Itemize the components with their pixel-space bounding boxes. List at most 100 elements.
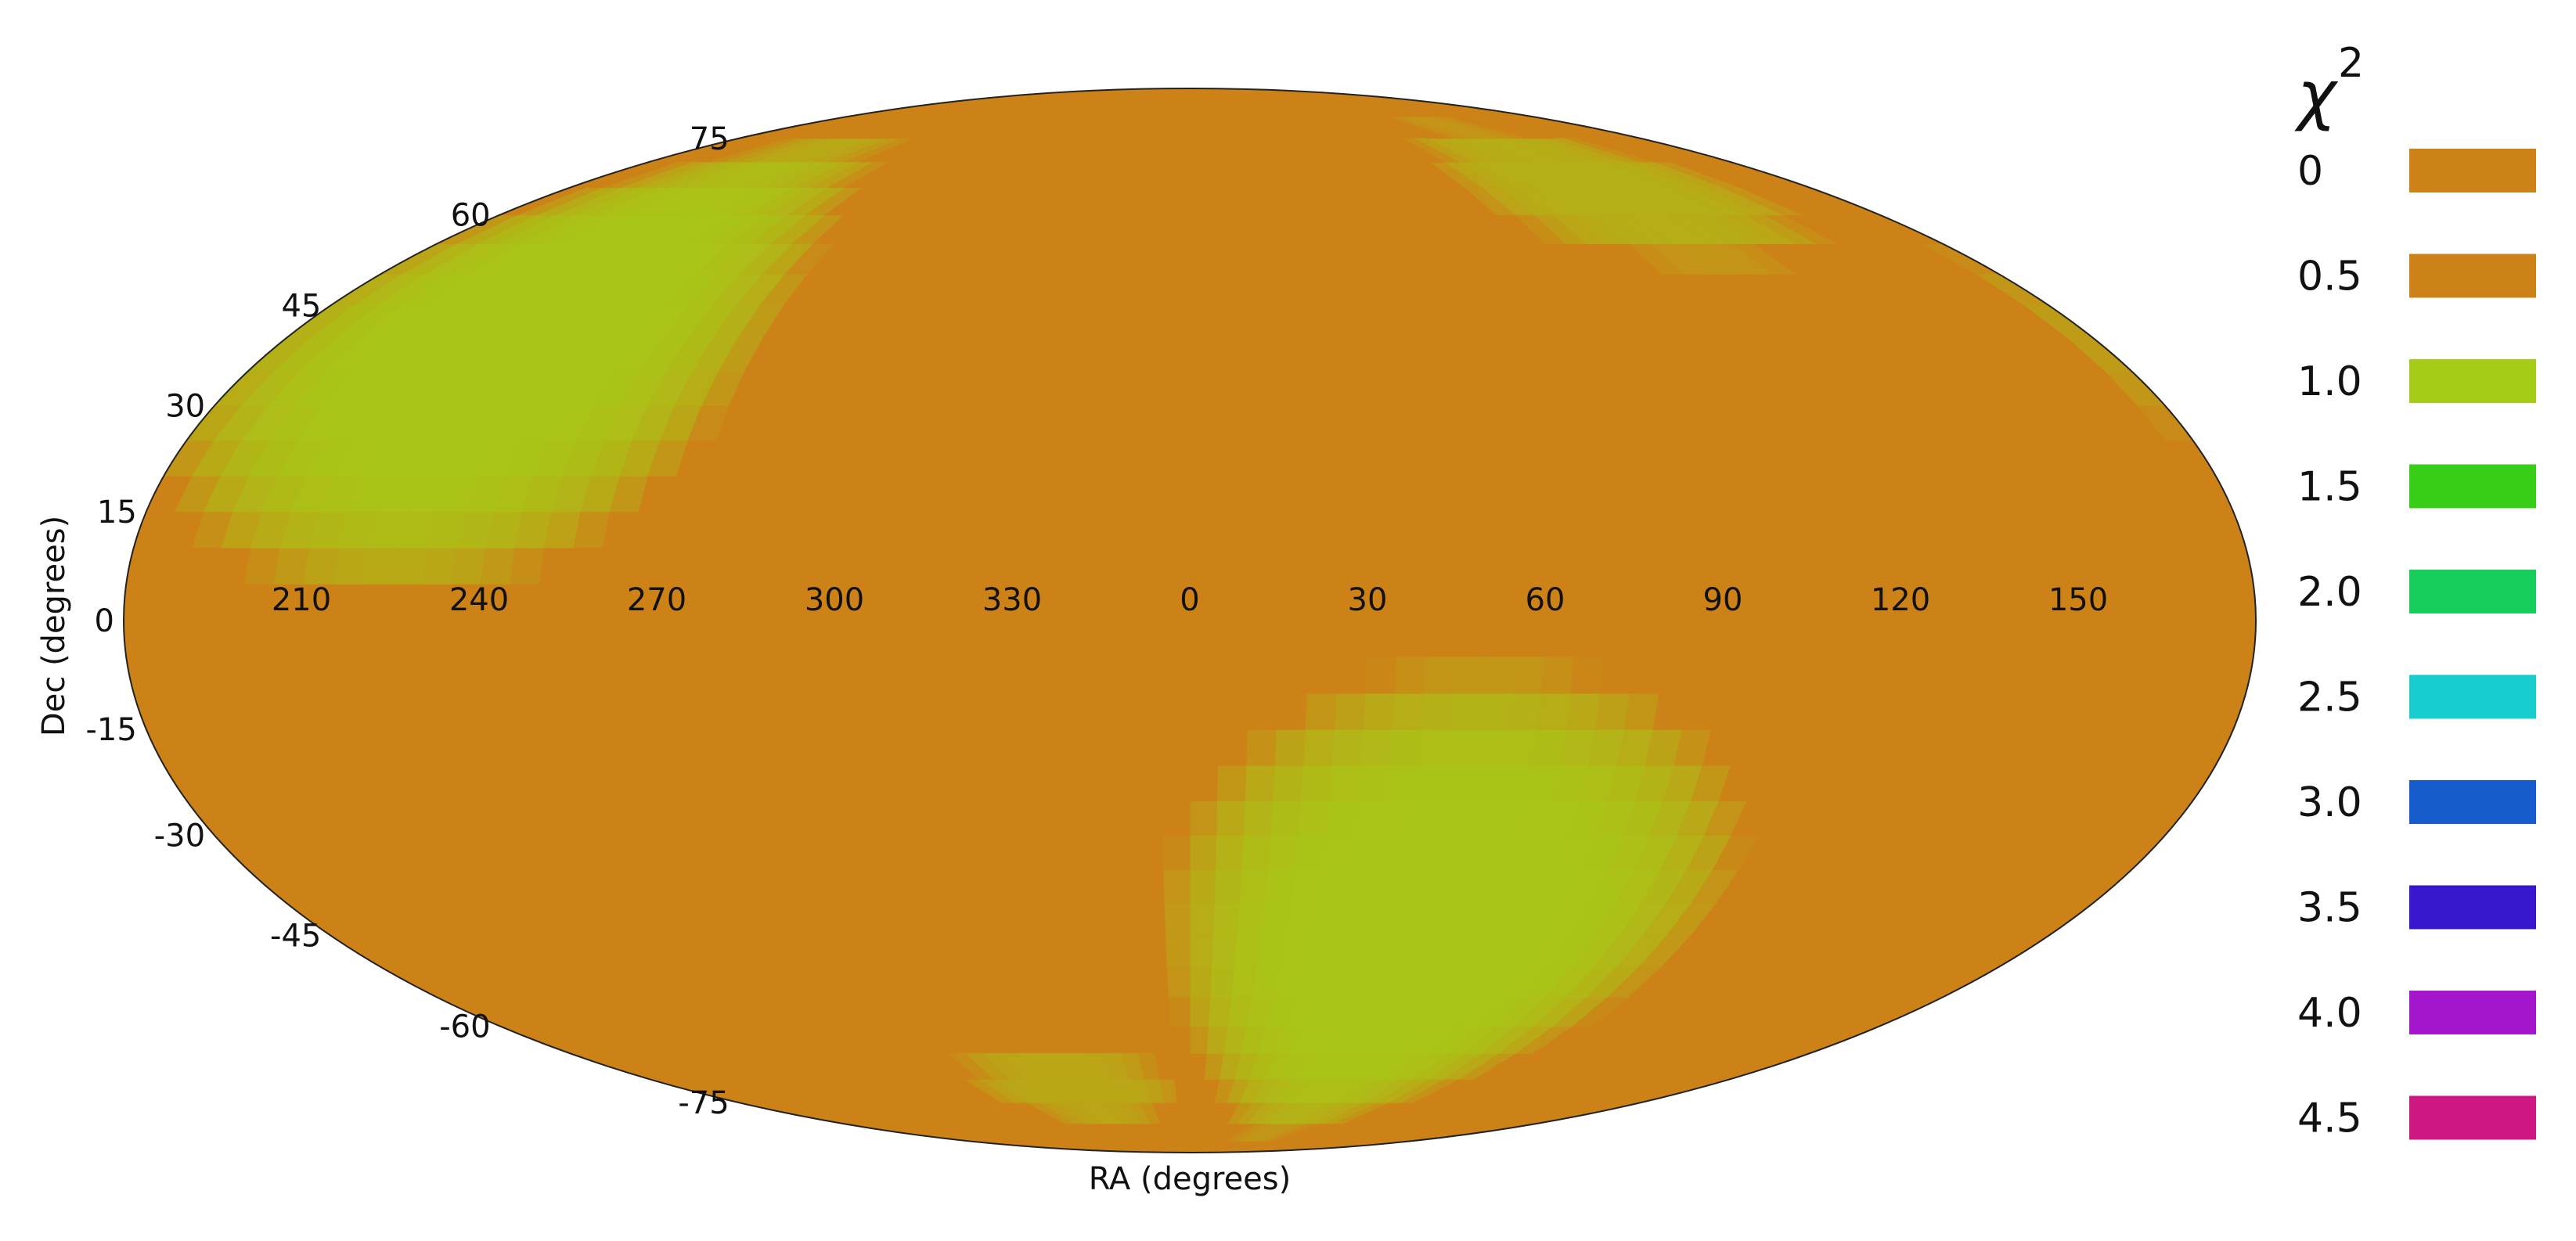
heatmap-cell [1294, 835, 1326, 870]
ra-tick-label: 210 [272, 582, 331, 618]
heatmap-cell [539, 547, 575, 585]
heatmap-cell [1331, 728, 1364, 766]
heatmap-cell [1189, 902, 1216, 937]
heatmap-cell [1189, 764, 1219, 801]
heatmap-cell [1594, 692, 1630, 730]
heatmap-cell [844, 161, 906, 189]
legend-label: 0 [2297, 148, 2323, 195]
heatmap-cell [1306, 656, 1338, 694]
heatmap-cell [1384, 764, 1418, 801]
heatmap-cell [1169, 1025, 1191, 1054]
legend-swatch [2409, 464, 2536, 509]
dec-tick-label: -75 [678, 1085, 729, 1121]
legend-label: 3.5 [2297, 885, 2362, 932]
legend-label: 2.5 [2297, 674, 2362, 721]
ra-tick-labels: 210 240 270 300 330 0 30 60 90 120 150 [272, 582, 2108, 618]
heatmap-cell [1273, 764, 1305, 801]
ra-tick-label: 300 [805, 582, 864, 618]
heatmap-cell [1162, 835, 1191, 870]
legend-swatch [2409, 885, 2536, 930]
heatmap-cell [1189, 935, 1215, 968]
heatmap-cell [812, 214, 866, 244]
heatmap-cell [1267, 835, 1299, 870]
legend-swatch [2409, 570, 2536, 613]
heatmap-cell [1241, 835, 1272, 870]
heatmap-cell [421, 547, 457, 585]
heatmap-cell [1324, 800, 1358, 836]
heatmap-cell [1334, 692, 1367, 730]
heatmap-cell [1234, 935, 1263, 968]
heatmap-cell [1453, 656, 1486, 694]
heatmap-cell [1450, 692, 1484, 730]
heatmap-cell [1305, 692, 1337, 730]
heatmap-cell [1541, 656, 1575, 694]
heatmap-cell [1681, 692, 1719, 730]
heatmap-cell [391, 547, 428, 585]
heatmap-cell [1303, 728, 1335, 766]
legend-label: 4.5 [2297, 1095, 2362, 1142]
legend-label: 2.0 [2297, 569, 2362, 616]
heatmap-cell [1237, 902, 1266, 937]
dec-tick-label: 0 [95, 603, 114, 639]
heatmap-cell [1165, 935, 1191, 968]
dec-tick-label: -60 [439, 1009, 490, 1045]
heatmap-cell [1189, 869, 1216, 904]
ra-tick-label: 330 [982, 582, 1042, 618]
heatmap-cell [1189, 835, 1218, 870]
dec-tick-label: 15 [97, 495, 137, 531]
heatmap-cell [1189, 1025, 1210, 1054]
heatmap-cell [1392, 692, 1425, 730]
legend-label: 3.0 [2297, 779, 2362, 826]
heatmap-cell [419, 583, 452, 621]
heatmap-cell [1623, 692, 1660, 730]
ra-tick-label: 90 [1703, 582, 1743, 618]
dec-tick-label: -45 [270, 919, 321, 955]
dec-tick-labels: 75 60 45 30 15 0 -15 -30 -45 -60 -75 [85, 121, 729, 1121]
legend-title: χ [2294, 56, 2339, 133]
heatmap-cell [1189, 800, 1219, 836]
heatmap-cell [1365, 656, 1397, 694]
heatmap-cell [1217, 764, 1248, 801]
heatmap-cell [1164, 902, 1191, 937]
heatmap-cell [1243, 800, 1274, 836]
heatmap-cell [389, 583, 423, 621]
heatmap-cell [1217, 728, 1248, 766]
heatmap-cell [1144, 966, 1169, 998]
ra-tick-label: 0 [1180, 582, 1199, 618]
heatmap-cell [1537, 692, 1572, 730]
heatmap-cell [450, 547, 487, 585]
heatmap-cell [1300, 764, 1333, 801]
legend-swatch [2409, 254, 2536, 298]
heatmap-cell [1474, 728, 1509, 766]
heatmap-cell [1189, 966, 1213, 998]
heatmap-cell [1731, 800, 1776, 836]
legend-swatch [2409, 991, 2536, 1034]
heatmap-cell [1189, 1052, 1208, 1080]
heatmap-cell [1139, 902, 1167, 937]
legend-swatch [2409, 359, 2536, 403]
heatmap-cell [1565, 692, 1601, 730]
dec-tick-label: 30 [165, 388, 205, 424]
heatmap-cell [1417, 728, 1451, 766]
dec-tick-label: -15 [85, 712, 136, 748]
heatmap-cell [1389, 728, 1422, 766]
heatmap-cell [1174, 1078, 1191, 1103]
heatmap-cell [1216, 800, 1246, 836]
dec-tick-label: -30 [154, 818, 205, 854]
heatmap-cell [1356, 764, 1390, 801]
ra-tick-label: 240 [449, 582, 509, 618]
dec-tick-label: 60 [451, 198, 491, 234]
heatmap-cell [1394, 656, 1427, 694]
heatmap-cell [1578, 138, 1671, 163]
map-outline [123, 88, 2257, 1153]
heatmap-cell [1570, 656, 1604, 694]
legend-swatch [2409, 149, 2536, 192]
heatmap-cell [1214, 869, 1243, 904]
heatmap-cell [1246, 728, 1277, 766]
heatmap-cell [888, 117, 968, 139]
heatmap-cell [1670, 161, 1758, 189]
heatmap-cell [1297, 800, 1330, 836]
heatmap-cell [1702, 728, 1742, 766]
dec-tick-label: 75 [690, 121, 730, 157]
heatmap-cell [1166, 966, 1191, 998]
